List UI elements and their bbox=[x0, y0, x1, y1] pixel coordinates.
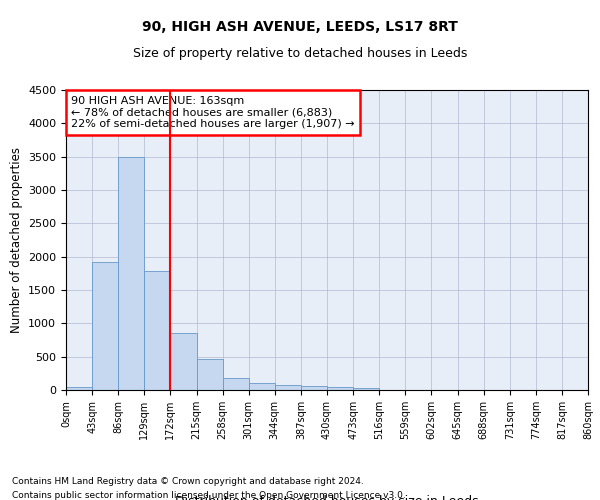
Bar bbox=[327, 388, 353, 390]
Y-axis label: Number of detached properties: Number of detached properties bbox=[10, 147, 23, 333]
Bar bbox=[92, 262, 118, 390]
Bar bbox=[170, 334, 197, 390]
Bar bbox=[145, 272, 170, 390]
Text: Size of property relative to detached houses in Leeds: Size of property relative to detached ho… bbox=[133, 48, 467, 60]
Bar bbox=[249, 384, 275, 390]
Bar bbox=[197, 360, 223, 390]
Bar bbox=[275, 385, 301, 390]
Text: 90, HIGH ASH AVENUE, LEEDS, LS17 8RT: 90, HIGH ASH AVENUE, LEEDS, LS17 8RT bbox=[142, 20, 458, 34]
Bar bbox=[118, 156, 145, 390]
Bar bbox=[66, 386, 92, 390]
Text: Contains public sector information licensed under the Open Government Licence v3: Contains public sector information licen… bbox=[12, 491, 406, 500]
X-axis label: Distribution of detached houses by size in Leeds: Distribution of detached houses by size … bbox=[175, 494, 479, 500]
Bar bbox=[353, 388, 379, 390]
Bar bbox=[301, 386, 327, 390]
Text: Contains HM Land Registry data © Crown copyright and database right 2024.: Contains HM Land Registry data © Crown c… bbox=[12, 478, 364, 486]
Bar bbox=[223, 378, 249, 390]
Text: 90 HIGH ASH AVENUE: 163sqm
← 78% of detached houses are smaller (6,883)
22% of s: 90 HIGH ASH AVENUE: 163sqm ← 78% of deta… bbox=[71, 96, 355, 129]
